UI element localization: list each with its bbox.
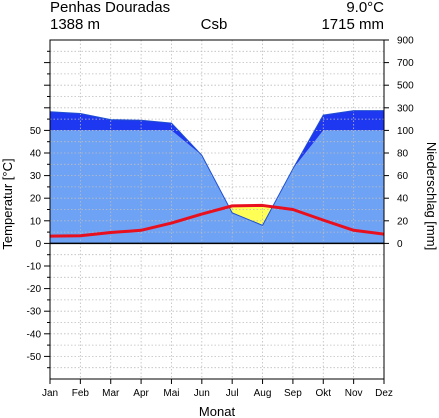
station-name: Penhas Douradas: [50, 0, 170, 16]
elevation: 1388 m: [50, 16, 100, 33]
y-left-tick-label: -10: [27, 262, 42, 273]
y-left-tick-label: 10: [30, 216, 42, 227]
climate-class: Csb: [201, 16, 228, 33]
axes: -50-40-30-20-100102030405002040608010030…: [27, 36, 415, 400]
y-right-tick-label: 0: [397, 239, 403, 250]
mean-temperature: 9.0°C: [346, 0, 384, 16]
y-right-tick-label: 500: [397, 81, 414, 92]
x-tick-label: Mai: [163, 388, 179, 399]
x-tick-label: Jun: [194, 388, 210, 399]
x-tick-label: Jan: [42, 388, 58, 399]
y-right-tick-label: 60: [397, 171, 409, 182]
y-right-tick-label: 700: [397, 58, 414, 69]
y-left-tick-label: -40: [27, 329, 42, 340]
y-left-tick-label: 0: [35, 239, 41, 250]
y-right-tick-label: 300: [397, 103, 414, 114]
y-left-tick-label: 30: [30, 171, 42, 182]
y-right-tick-label: 100: [397, 126, 414, 137]
humid-area: [50, 130, 384, 244]
arid-area: [232, 205, 263, 226]
y-left-tick-label: 40: [30, 149, 42, 160]
y-left-tick-label: -50: [27, 352, 42, 363]
x-tick-label: Dez: [375, 388, 393, 399]
annual-precipitation: 1715 mm: [321, 16, 384, 33]
temperature-line: [49, 203, 385, 238]
y-right-tick-label: 80: [397, 149, 409, 160]
y-left-tick-label: 50: [30, 126, 42, 137]
x-tick-label: Jul: [226, 388, 239, 399]
x-tick-label: Apr: [133, 388, 149, 399]
x-tick-label: Okt: [315, 388, 331, 399]
x-tick-label: Mar: [102, 388, 120, 399]
x-tick-label: Nov: [345, 388, 363, 399]
y-left-tick-label: -30: [27, 307, 42, 318]
y-right-tick-label: 40: [397, 194, 409, 205]
y-axis-label-left: Temperatur [°C]: [0, 158, 15, 249]
grid: [50, 40, 384, 379]
y-left-tick-label: -20: [27, 284, 42, 295]
x-tick-label: Sep: [284, 388, 302, 399]
precipitation-line: [49, 110, 384, 226]
x-tick-label: Feb: [72, 388, 90, 399]
y-left-tick-label: 20: [30, 194, 42, 205]
y-right-tick-label: 900: [397, 36, 414, 47]
data-lines: [49, 110, 385, 245]
x-tick-label: Aug: [254, 388, 272, 399]
x-axis-label: Monat: [199, 404, 236, 418]
perhumid-area: [50, 110, 384, 226]
y-axis-label-right: Niederschlag [mm]: [424, 142, 439, 250]
y-right-tick-label: 20: [397, 216, 409, 227]
